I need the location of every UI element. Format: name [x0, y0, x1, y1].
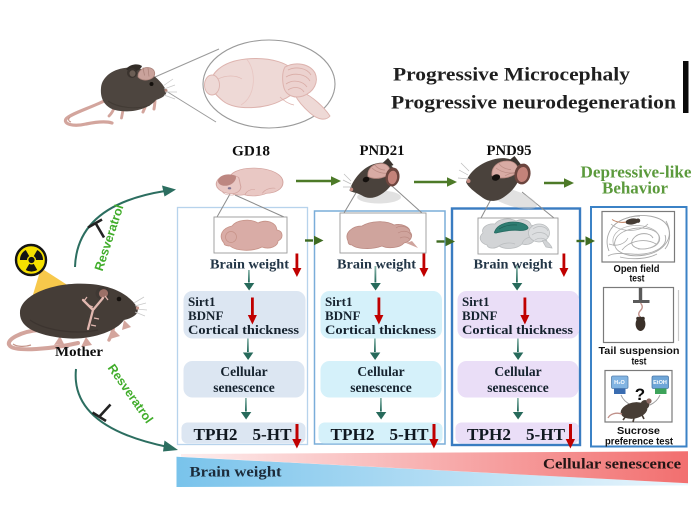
- svg-text:Cortical thickness: Cortical thickness: [188, 322, 299, 337]
- svg-text:Cortical thickness: Cortical thickness: [462, 322, 573, 337]
- svg-text:senescence: senescence: [487, 380, 548, 395]
- svg-text:Sirt1: Sirt1: [462, 294, 489, 309]
- svg-text:Depressive-like: Depressive-like: [581, 163, 692, 182]
- svg-text:Cellular senescence: Cellular senescence: [543, 457, 681, 473]
- svg-text:?: ?: [635, 385, 645, 404]
- svg-text:Brain weight: Brain weight: [210, 258, 289, 273]
- svg-text:Sirt1: Sirt1: [188, 294, 215, 309]
- svg-text:TPH2: TPH2: [331, 425, 375, 444]
- svg-text:Behavior: Behavior: [602, 179, 668, 198]
- svg-text:Progressive Microcephaly: Progressive Microcephaly: [393, 65, 631, 86]
- svg-text:Brain weight: Brain weight: [190, 465, 282, 481]
- svg-text:test: test: [632, 357, 648, 368]
- svg-text:BDNF: BDNF: [462, 308, 497, 323]
- svg-text:EtOH: EtOH: [653, 380, 667, 386]
- svg-text:TPH2: TPH2: [194, 425, 238, 444]
- svg-text:preference test: preference test: [605, 437, 674, 448]
- svg-text:H₂O: H₂O: [614, 380, 625, 386]
- svg-text:Cortical thickness: Cortical thickness: [325, 322, 436, 337]
- svg-text:Sirt1: Sirt1: [325, 294, 352, 309]
- svg-text:Mother: Mother: [55, 344, 103, 359]
- svg-text:PND95: PND95: [487, 143, 532, 159]
- svg-text:Cellular: Cellular: [220, 364, 267, 379]
- svg-text:BDNF: BDNF: [325, 308, 360, 323]
- svg-text:5-HT: 5-HT: [390, 425, 429, 444]
- svg-text:Progressive neurodegeneration: Progressive neurodegeneration: [391, 93, 676, 114]
- svg-text:PND21: PND21: [360, 143, 405, 159]
- svg-text:Brain weight: Brain weight: [474, 258, 553, 273]
- svg-text:Cellular: Cellular: [494, 364, 541, 379]
- svg-text:Open field: Open field: [614, 264, 660, 275]
- svg-text:senescence: senescence: [213, 380, 274, 395]
- svg-text:5-HT: 5-HT: [253, 425, 292, 444]
- svg-text:senescence: senescence: [350, 380, 411, 395]
- svg-text:BDNF: BDNF: [188, 308, 223, 323]
- svg-text:TPH2: TPH2: [467, 425, 511, 444]
- svg-text:Tail suspension: Tail suspension: [599, 345, 680, 357]
- svg-text:Sucrose: Sucrose: [617, 426, 660, 437]
- svg-text:Cellular: Cellular: [357, 364, 404, 379]
- svg-text:test: test: [630, 274, 646, 285]
- svg-text:Resveratrol: Resveratrol: [105, 362, 156, 426]
- svg-text:Brain weight: Brain weight: [337, 258, 416, 273]
- svg-text:Resveratrol: Resveratrol: [92, 203, 127, 273]
- svg-text:5-HT: 5-HT: [526, 425, 565, 444]
- svg-text:GD18: GD18: [232, 144, 270, 160]
